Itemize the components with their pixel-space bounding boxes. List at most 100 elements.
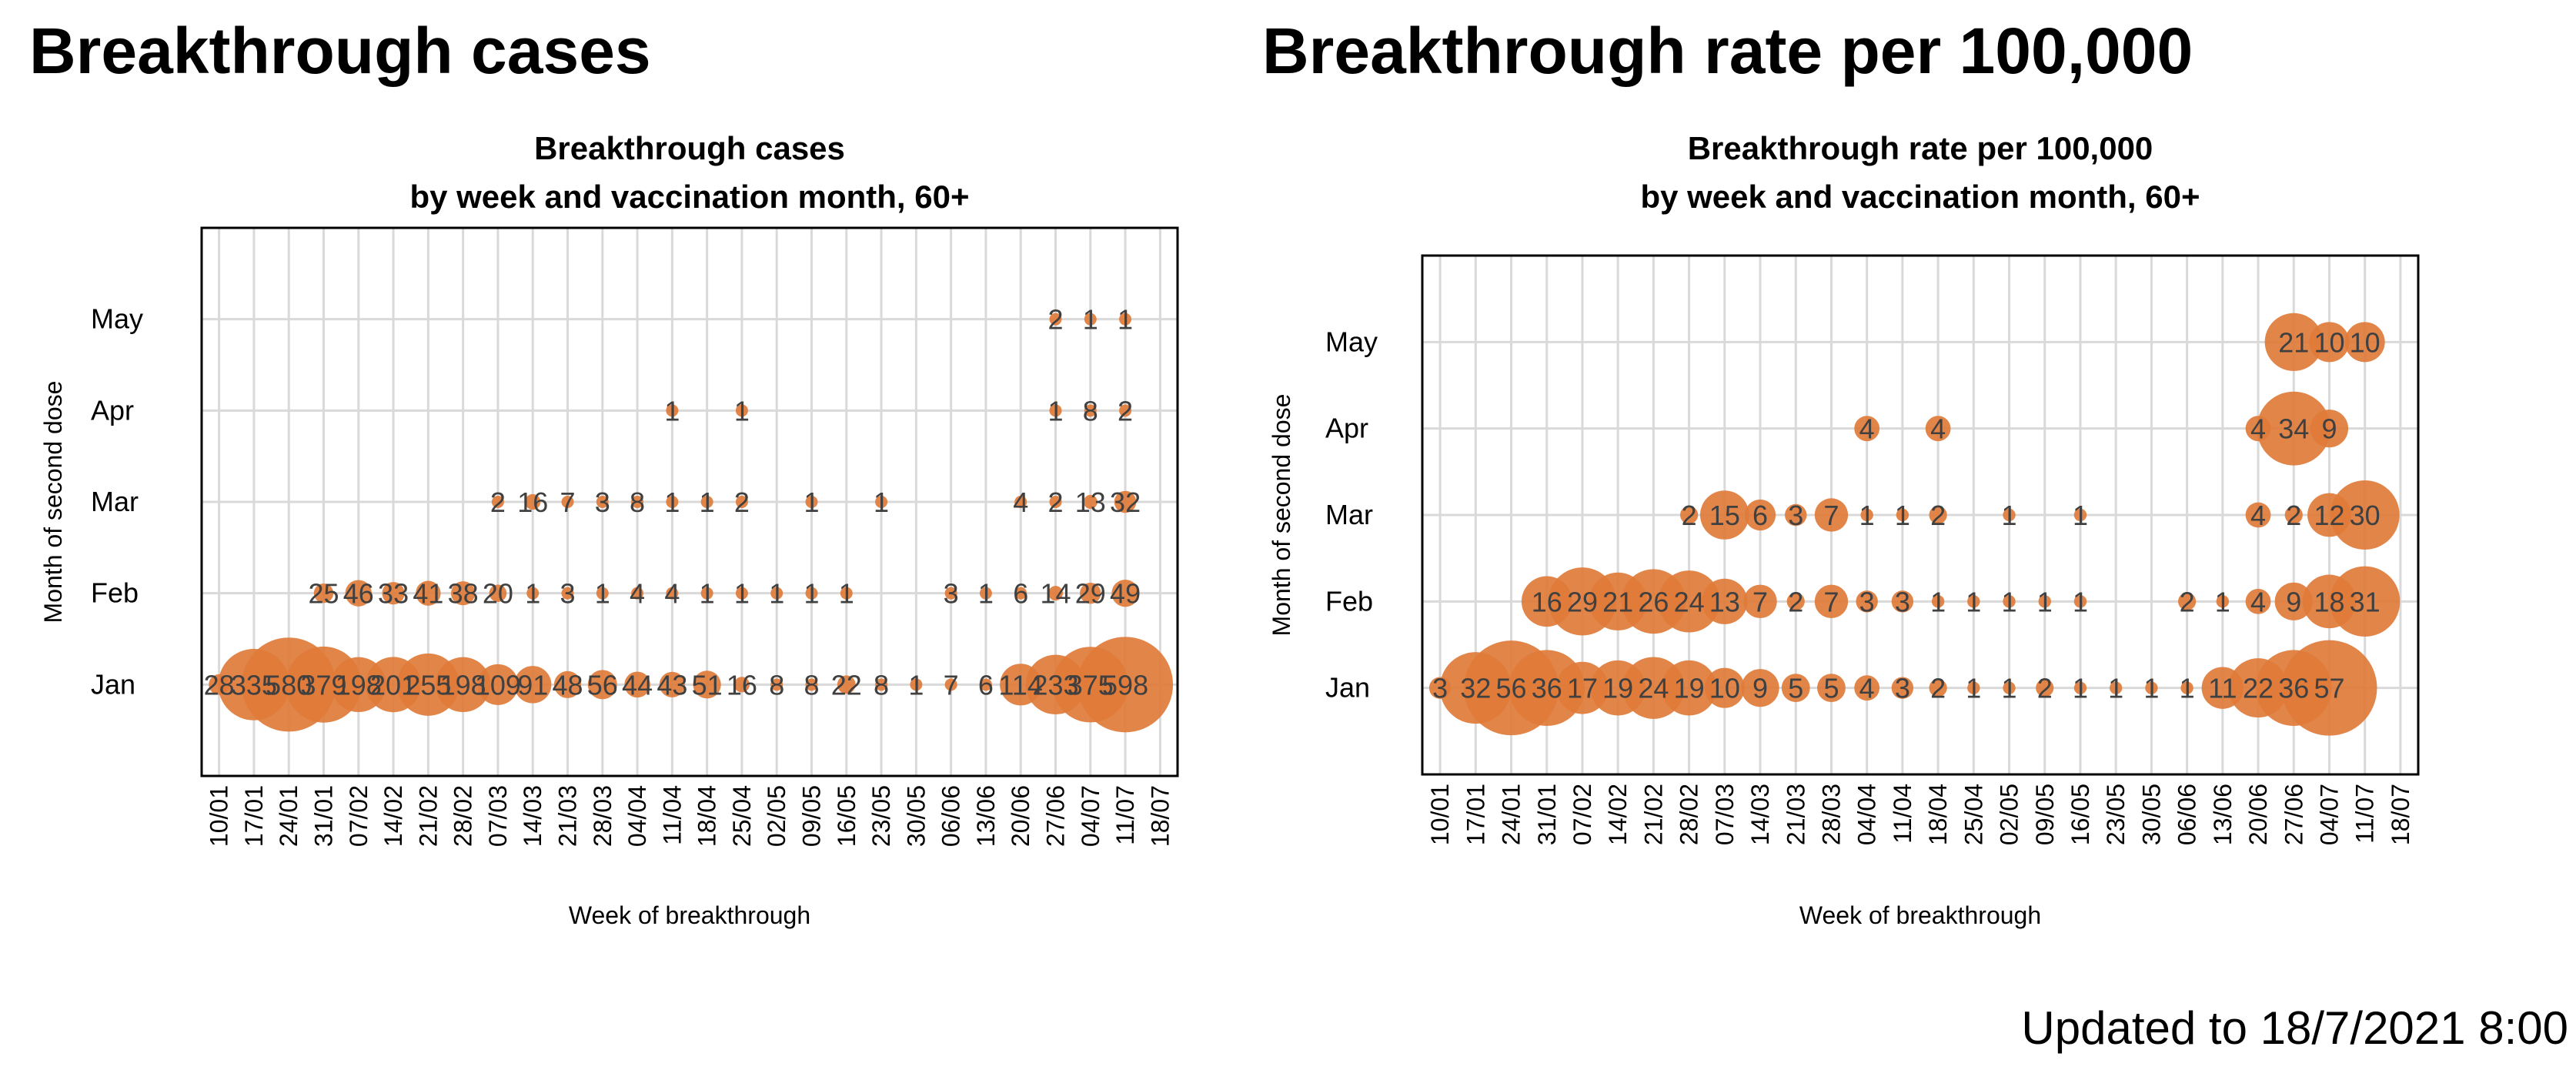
section-title-cases: Breakthrough cases <box>29 15 651 87</box>
c0-data-label-jan-10: 48 <box>552 669 583 701</box>
c0-bubble-mar-14 <box>700 496 713 508</box>
c1-data-label-apr-14: 4 <box>1930 413 1946 445</box>
c0-data-label-feb-17: 1 <box>804 578 819 610</box>
c1-bubble-mar-23 <box>2245 502 2271 528</box>
c0-data-label-jan-1: 335 <box>231 669 277 701</box>
c1-data-label-feb-24: 9 <box>2286 586 2301 617</box>
c1-data-label-feb-22: 1 <box>2215 586 2230 617</box>
c1-y-tick-jan: Jan <box>1325 672 1370 704</box>
c0-data-label-may-24: 2 <box>1047 304 1063 336</box>
c0-bubble-mar-11 <box>596 496 609 508</box>
c0-bubble-jan-12 <box>624 671 650 698</box>
c0-bubble-mar-24 <box>1049 496 1062 508</box>
c1-bubble-feb-21 <box>2178 592 2197 610</box>
c1-bubble-feb-15 <box>1967 595 1980 608</box>
c0-x-tick: 21/02 <box>414 785 442 847</box>
c1-bubble-jan-11 <box>1817 674 1846 703</box>
c0-bubble-jan-18 <box>837 675 856 694</box>
c0-bubble-jan-11 <box>587 670 617 700</box>
c1-data-label-feb-11: 7 <box>1823 586 1839 617</box>
c1-data-label-feb-7: 24 <box>1674 586 1705 617</box>
c0-data-label-feb-9: 1 <box>525 578 540 610</box>
c0-data-label-jan-11: 56 <box>587 669 618 701</box>
c0-bubble-mar-15 <box>735 496 748 508</box>
c0-data-label-feb-24: 14 <box>1040 578 1071 610</box>
c1-x-tick: 06/06 <box>2173 784 2201 845</box>
c0-bubble-feb-23 <box>1014 587 1027 600</box>
c0-bubble-jan-17 <box>805 678 818 691</box>
c1-bubble-apr-12 <box>1854 416 1880 442</box>
c1-bubble-feb-16 <box>2003 595 2016 608</box>
c0-data-label-may-25: 1 <box>1083 304 1098 336</box>
c1-bubble-mar-12 <box>1860 508 1873 522</box>
c1-x-tick: 04/07 <box>2315 784 2343 845</box>
c0-data-label-mar-24: 2 <box>1047 487 1063 518</box>
c0-x-tick: 23/05 <box>867 785 895 847</box>
chart-breakthrough-rate: Breakthrough rate per 100,000 by week and… <box>1268 130 2420 929</box>
c1-x-tick: 25/04 <box>1960 784 1987 845</box>
c1-data-label-jan-4: 17 <box>1567 673 1598 704</box>
c1-data-label-feb-13: 3 <box>1895 586 1910 617</box>
c1-bubble-may-24 <box>2264 313 2323 371</box>
c0-data-label-jan-17: 8 <box>804 669 819 701</box>
c1-x-tick: 27/06 <box>2280 784 2307 845</box>
c1-bubble-jan-9 <box>1741 669 1779 707</box>
c1-data-label-mar-7: 2 <box>1682 500 1697 531</box>
c1-data-label-feb-25: 18 <box>2314 586 2344 617</box>
c0-data-label-feb-21: 3 <box>944 578 959 610</box>
c1-data-label-feb-17: 1 <box>2037 586 2053 617</box>
c0-data-label-mar-25: 13 <box>1075 487 1106 518</box>
c1-data-label-mar-26: 30 <box>2350 500 2381 531</box>
c0-bubble-feb-25 <box>1080 582 1101 604</box>
c1-x-tick: 09/05 <box>2031 784 2059 845</box>
c1-bubble-mar-7 <box>1680 506 1699 524</box>
c1-data-label-apr-24: 34 <box>2278 413 2309 445</box>
c0-bubble-apr-13 <box>666 404 679 417</box>
c0-data-label-apr-26: 2 <box>1118 395 1133 426</box>
c0-data-label-mar-12: 8 <box>630 487 645 518</box>
c1-data-label-apr-12: 4 <box>1859 413 1875 445</box>
c1-x-tick: 21/02 <box>1639 784 1667 845</box>
c0-bubble-feb-8 <box>489 584 507 602</box>
c1-bubble-mar-8 <box>1700 490 1749 540</box>
c0-data-label-mar-8: 2 <box>490 487 506 518</box>
c0-bubble-feb-22 <box>979 587 992 600</box>
c0-data-label-feb-5: 33 <box>378 578 409 610</box>
c0-y-tick-mar: Mar <box>91 486 139 517</box>
c1-bubble-feb-12 <box>1856 590 1878 613</box>
c0-bubble-may-26 <box>1119 313 1132 326</box>
c1-bubble-feb-10 <box>1786 592 1805 610</box>
c1-data-label-may-26: 10 <box>2350 326 2381 358</box>
c0-data-label-jan-25: 375 <box>1067 669 1114 701</box>
c0-y-tick-apr: Apr <box>91 394 134 426</box>
c1-data-label-mar-18: 1 <box>2073 500 2088 531</box>
c1-data-label-jan-10: 5 <box>1788 673 1803 704</box>
c1-x-tick: 10/01 <box>1426 784 1454 845</box>
c0-data-label-jan-3: 379 <box>300 669 346 701</box>
c0-bubble-feb-24 <box>1048 586 1063 601</box>
c0-data-label-mar-11: 3 <box>595 487 610 518</box>
c1-data-label-jan-8: 10 <box>1709 673 1740 704</box>
c1-data-label-jan-7: 19 <box>1674 673 1705 704</box>
c0-bubble-feb-7 <box>451 581 476 606</box>
c0-data-label-feb-14: 1 <box>700 578 715 610</box>
c1-data-label-mar-9: 6 <box>1752 500 1768 531</box>
c0-data-label-feb-10: 3 <box>560 578 575 610</box>
c1-data-label-feb-26: 31 <box>2350 586 2381 617</box>
c0-x-tick: 14/03 <box>519 785 546 847</box>
c1-data-label-jan-25: 57 <box>2314 673 2344 704</box>
c1-data-label-mar-13: 1 <box>1895 500 1910 531</box>
c1-data-label-jan-13: 3 <box>1895 673 1910 704</box>
c1-data-label-jan-2: 56 <box>1496 673 1527 704</box>
c0-bubble-mar-10 <box>561 496 574 508</box>
c0-bubble-mar-13 <box>666 496 679 508</box>
c0-data-label-feb-18: 1 <box>839 578 854 610</box>
c0-bubble-jan-15 <box>733 677 750 693</box>
c0-data-label-apr-15: 1 <box>734 395 750 426</box>
c1-data-label-jan-16: 1 <box>2002 673 2017 704</box>
c1-bubble-feb-9 <box>1743 584 1777 619</box>
c1-bubble-mar-24 <box>2284 506 2303 524</box>
c1-bubble-jan-20 <box>2145 681 2158 694</box>
c0-x-tick: 28/02 <box>449 785 477 847</box>
c0-x-tick: 10/01 <box>205 785 233 847</box>
